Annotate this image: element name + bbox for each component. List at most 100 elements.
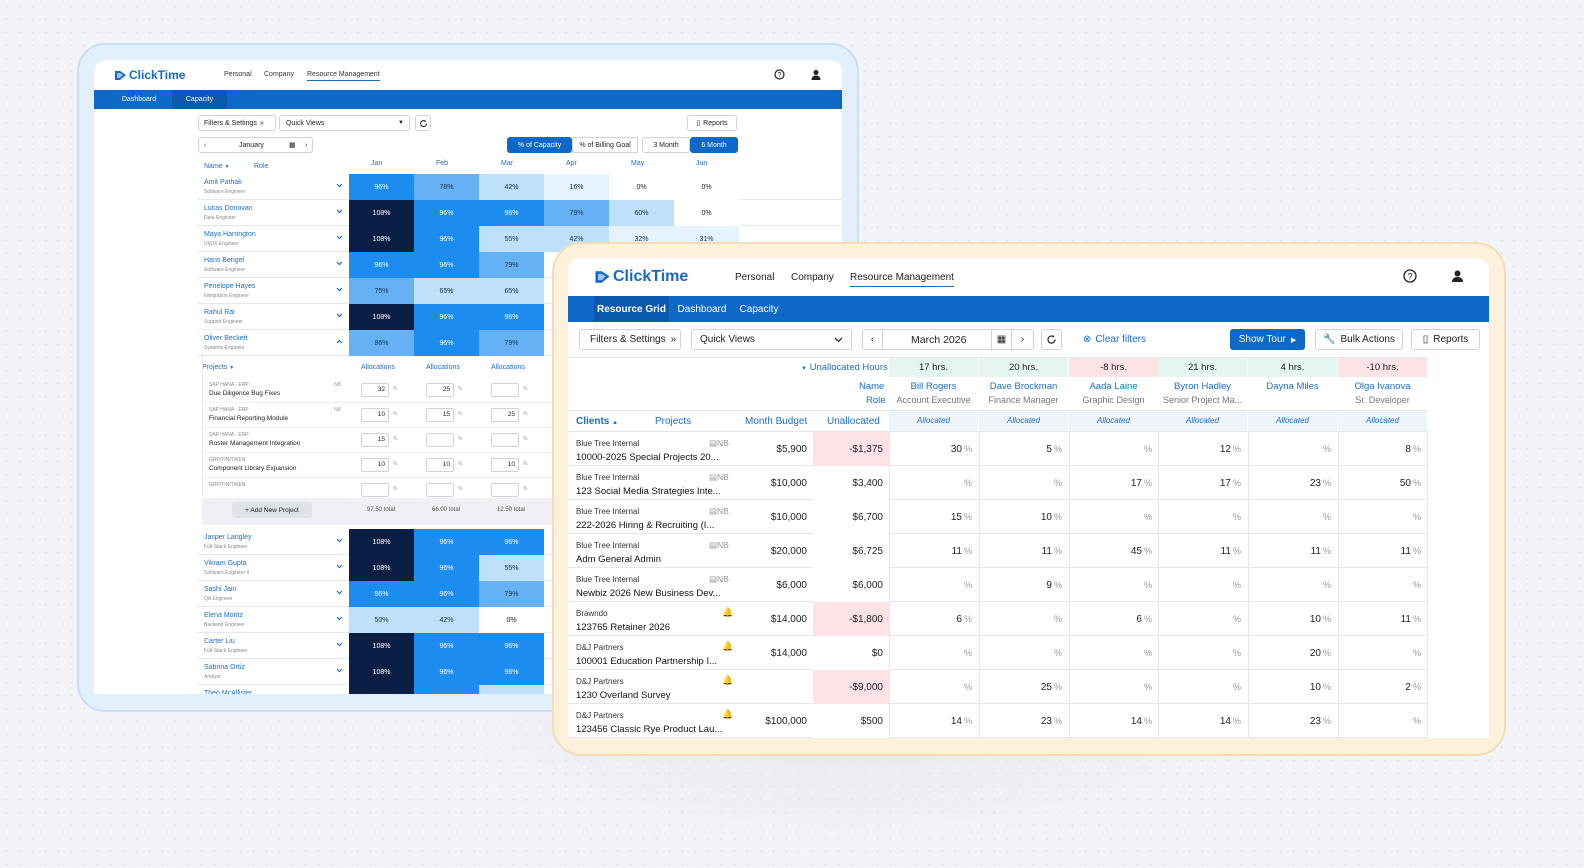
projects-header[interactable]: Projects ▼	[202, 364, 234, 371]
project-row[interactable]: D&J Partners 1230 Overland Survey 🔔 -$9,000…	[568, 670, 1428, 704]
project-name[interactable]: Newbiz 2026 New Business Dev...	[576, 588, 721, 599]
nav-personal[interactable]: Personal	[224, 71, 252, 78]
capacity-cell[interactable]: 96%	[414, 581, 479, 607]
capacity-cell[interactable]: 96%	[414, 555, 479, 581]
project-name[interactable]: 100001 Education Partnership I...	[576, 656, 718, 667]
capacity-cell[interactable]: 75%	[349, 278, 414, 304]
person-row[interactable]: Oliver Beckett Systems Engineer 86% 96% 79%	[198, 330, 842, 356]
person-row[interactable]: Penelope Hayes Integration Engineer 75% 65%…	[198, 278, 842, 304]
project-name[interactable]: Financial Reporting Module	[209, 415, 289, 422]
project-name[interactable]: Component Library Expansion	[209, 465, 297, 472]
capacity-cell[interactable]: 60%	[609, 200, 674, 226]
allocation-cell[interactable]: %	[1338, 568, 1427, 602]
allocation-cell[interactable]: 9%	[979, 568, 1068, 602]
project-name[interactable]: Adm General Admin	[576, 554, 662, 565]
reports-button[interactable]: ▯ Reports	[1411, 329, 1480, 350]
project-name[interactable]: 222-2026 Hiring & Recruiting (I...	[576, 520, 715, 531]
person-row[interactable]: Jasper Langley Full-Stack Engineer 108% 96%…	[198, 529, 842, 555]
allocation-input[interactable]	[426, 483, 454, 497]
chevron-down-icon[interactable]	[336, 208, 343, 215]
allocation-cell[interactable]: %	[1338, 500, 1427, 534]
nav-company[interactable]: Company	[264, 71, 294, 78]
help-icon[interactable]: ?	[774, 69, 785, 80]
capacity-cell[interactable]: 108%	[349, 529, 414, 555]
person-name-link[interactable]: Byron Hadley	[1173, 381, 1232, 392]
chevron-down-icon[interactable]	[336, 286, 343, 293]
allocation-cell[interactable]: 50%	[1338, 466, 1427, 500]
calendar-icon[interactable]: ▦	[991, 330, 1011, 349]
allocation-cell[interactable]: %	[1158, 670, 1247, 704]
allocation-input[interactable]	[361, 483, 389, 497]
mode-billing-button[interactable]: % of Billing Goal	[572, 137, 638, 153]
capacity-cell[interactable]: 96%	[414, 659, 479, 685]
allocation-cell[interactable]: %	[1158, 568, 1247, 602]
allocation-cell[interactable]: 2%	[1338, 670, 1427, 704]
capacity-cell[interactable]: 96%	[479, 633, 544, 659]
allocation-cell[interactable]: %	[889, 670, 978, 704]
capacity-cell[interactable]: 79%	[544, 200, 609, 226]
prev-month-icon[interactable]: ‹	[204, 141, 207, 149]
project-row[interactable]: Blue Tree Internal 10000-2025 Special Pro…	[568, 432, 1428, 466]
allocation-cell[interactable]: 11%	[979, 534, 1068, 568]
allocation-cell[interactable]: %	[1158, 602, 1247, 636]
month-picker[interactable]: ‹ March 2026 ▦ ›	[862, 329, 1034, 350]
allocation-cell[interactable]: %	[1069, 670, 1158, 704]
calendar-icon[interactable]: ▦	[289, 142, 296, 149]
capacity-cell[interactable]: 78%	[414, 174, 479, 200]
project-name[interactable]: 123 Social Media Strategies Inte...	[576, 486, 721, 497]
capacity-cell[interactable]: 108%	[349, 685, 414, 694]
capacity-cell[interactable]: 55%	[479, 226, 544, 252]
allocation-cell[interactable]: %	[1248, 568, 1337, 602]
chevron-down-icon[interactable]	[336, 234, 343, 241]
allocation-cell[interactable]: 14%	[889, 704, 978, 738]
person-name-link[interactable]: Dave Brockman	[989, 381, 1058, 392]
chevron-down-icon[interactable]	[336, 693, 343, 694]
allocation-cell[interactable]: 23%	[1248, 466, 1337, 500]
capacity-cell[interactable]: 96%	[479, 200, 544, 226]
allocation-cell[interactable]: %	[889, 636, 978, 670]
allocation-input[interactable]: 15	[426, 408, 454, 422]
person-row[interactable]: Hans Bengel Software Engineer 96% 96% 79%	[198, 252, 842, 278]
project-name[interactable]: 123765 Retainer 2026	[576, 622, 671, 633]
person-name[interactable]: Sashi Jain	[204, 586, 237, 593]
tab-capacity[interactable]: Capacity	[172, 90, 227, 109]
app-logo[interactable]: ClickTime	[594, 268, 688, 286]
project-row[interactable]: Brawndo 123765 Retainer 2026 🔔 $14,000 -$1,8…	[568, 602, 1428, 636]
allocation-cell[interactable]: 23%	[979, 704, 1068, 738]
capacity-cell[interactable]: 96%	[414, 304, 479, 330]
clients-column-header[interactable]: Clients ▲	[576, 416, 618, 427]
filters-settings-button[interactable]: Filters & Settings»	[198, 115, 276, 131]
capacity-cell[interactable]: 55%	[479, 685, 544, 694]
capacity-cell[interactable]: 0%	[609, 174, 674, 200]
refresh-button[interactable]	[1041, 329, 1062, 350]
allocation-cell[interactable]: 11%	[1158, 534, 1247, 568]
allocation-cell[interactable]: 12%	[1158, 432, 1247, 466]
capacity-cell[interactable]: 108%	[349, 659, 414, 685]
person-name[interactable]: Vikram Gupta	[204, 560, 247, 567]
allocation-cell[interactable]: 10%	[979, 500, 1068, 534]
allocation-input[interactable]	[491, 483, 519, 497]
next-month-icon[interactable]: ›	[305, 141, 308, 149]
mode-capacity-button[interactable]: % of Capacity	[507, 137, 572, 153]
show-tour-button[interactable]: Show Tour ▶	[1230, 329, 1305, 350]
capacity-cell[interactable]: 96%	[414, 685, 479, 694]
unallocated-hours-toggle[interactable]: ▼ Unallocated Hours	[801, 362, 888, 373]
capacity-cell[interactable]: 108%	[349, 633, 414, 659]
allocation-cell[interactable]: %	[1338, 636, 1427, 670]
allocation-cell[interactable]: 11%	[1248, 534, 1337, 568]
allocation-cell[interactable]: 6%	[1069, 602, 1158, 636]
project-name[interactable]: 1230 Overland Survey	[576, 690, 671, 701]
person-row[interactable]: Sabrina Ortiz Analyst 108% 96% 96%	[198, 659, 842, 685]
project-name[interactable]: Roster Management Integration	[209, 440, 301, 447]
allocation-input[interactable]: 10	[491, 458, 519, 472]
project-row[interactable]: D&J Partners 123456 Classic Rye Product L…	[568, 704, 1428, 738]
help-icon[interactable]: ?	[1403, 269, 1417, 283]
chevron-down-icon[interactable]	[336, 589, 343, 596]
capacity-cell[interactable]: 65%	[479, 278, 544, 304]
person-name-link[interactable]: Aada Laine	[1089, 381, 1138, 392]
month-budget-header[interactable]: Month Budget	[745, 416, 808, 427]
unallocated-header[interactable]: Unallocated	[827, 416, 880, 427]
capacity-cell[interactable]: 108%	[349, 304, 414, 330]
allocation-cell[interactable]: 8%	[1338, 432, 1427, 466]
